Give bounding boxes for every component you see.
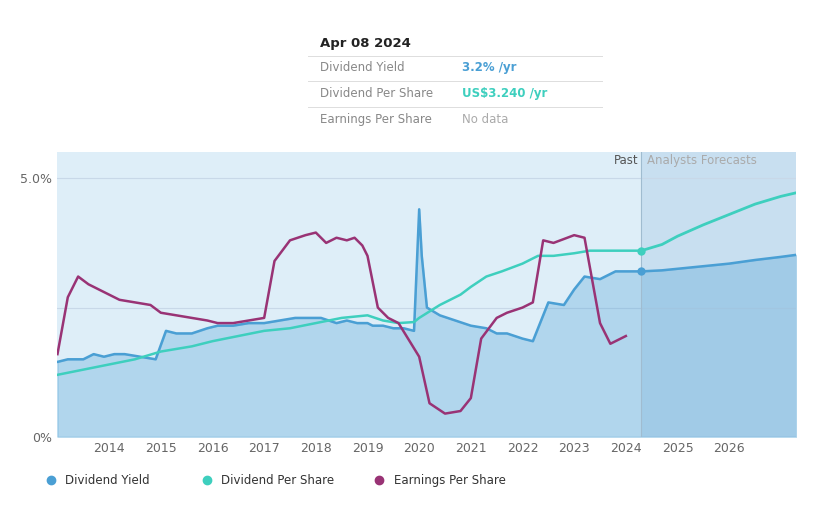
Text: 3.2% /yr: 3.2% /yr xyxy=(461,61,516,74)
Text: Apr 08 2024: Apr 08 2024 xyxy=(319,37,410,50)
Text: Dividend Yield: Dividend Yield xyxy=(319,61,404,74)
Text: Analysts Forecasts: Analysts Forecasts xyxy=(646,154,756,167)
Text: US$3.240 /yr: US$3.240 /yr xyxy=(461,87,547,100)
Text: Dividend Per Share: Dividend Per Share xyxy=(222,473,334,487)
Text: No data: No data xyxy=(461,113,508,125)
Text: Past: Past xyxy=(613,154,638,167)
Bar xyxy=(641,152,796,437)
Text: Earnings Per Share: Earnings Per Share xyxy=(319,113,432,125)
Bar xyxy=(57,152,641,437)
Text: Dividend Per Share: Dividend Per Share xyxy=(319,87,433,100)
Text: Earnings Per Share: Earnings Per Share xyxy=(394,473,506,487)
Text: Dividend Yield: Dividend Yield xyxy=(66,473,150,487)
